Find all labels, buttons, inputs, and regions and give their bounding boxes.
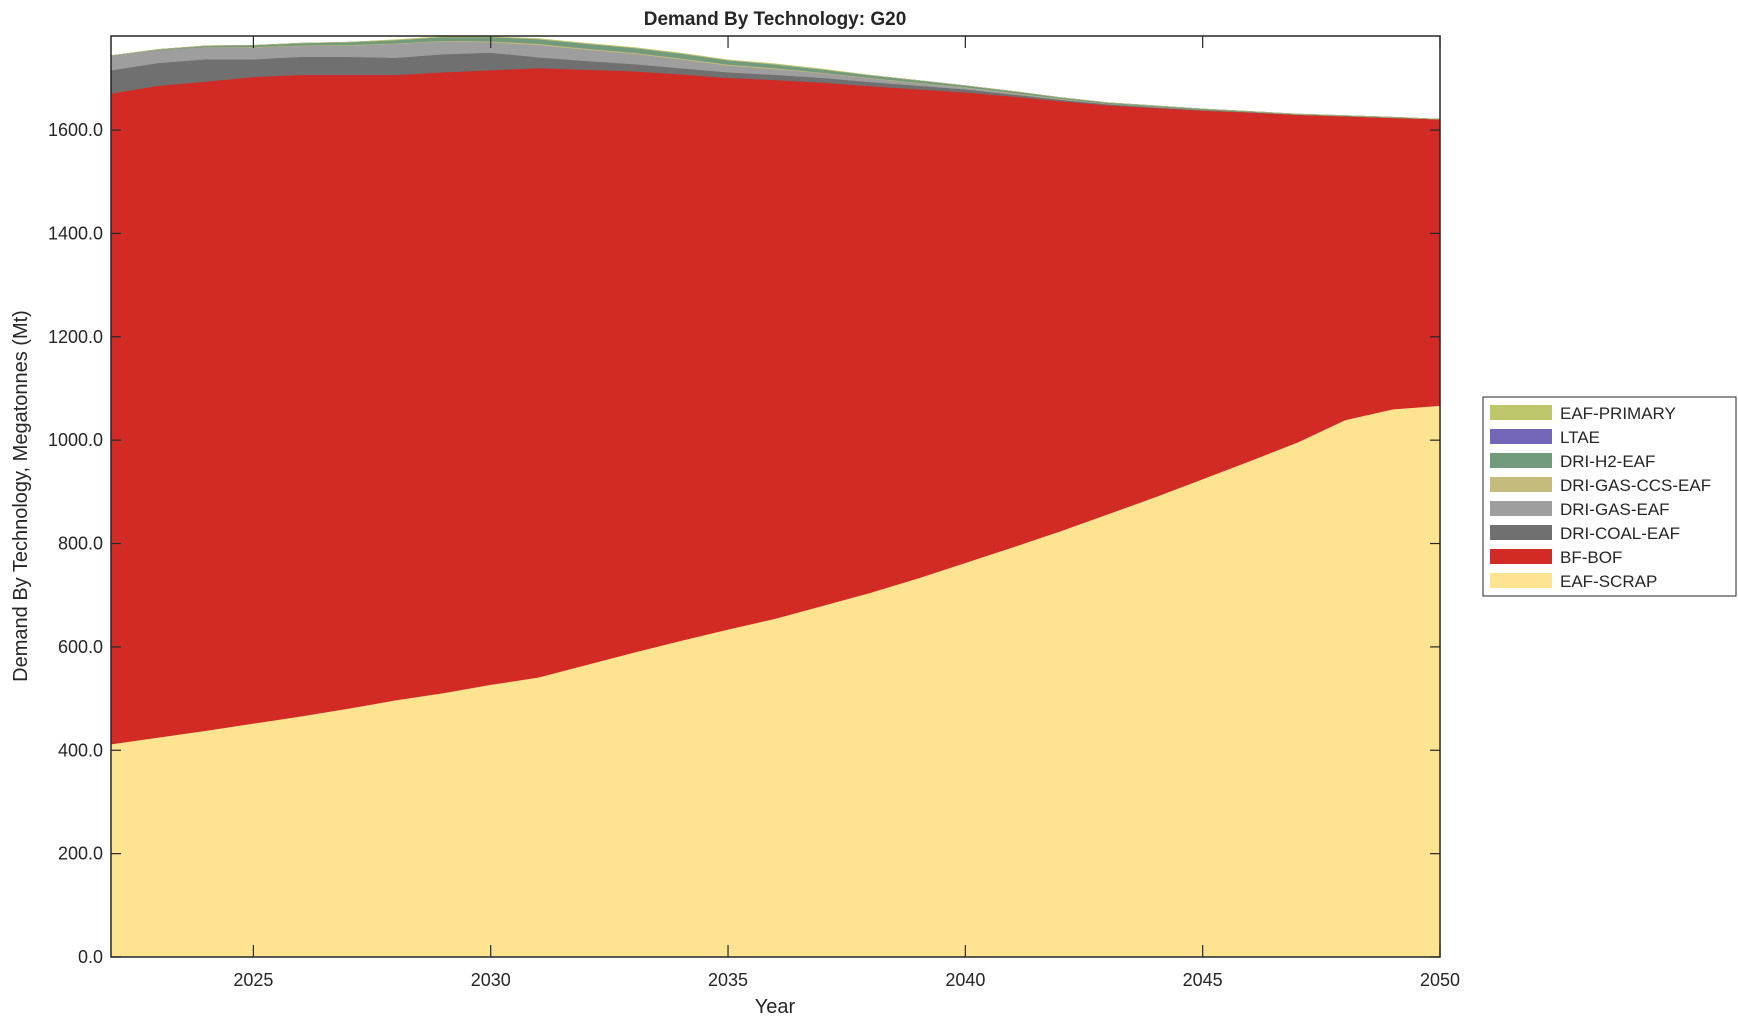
- axis-ticks: 0.0 200.0 400.0 600.0 800.0 1000.0 1200.0 1400.…: [48, 36, 1460, 990]
- legend-label: EAF-SCRAP: [1560, 572, 1657, 591]
- legend-swatch: [1490, 429, 1552, 444]
- x-tick-label: 2045: [1183, 970, 1223, 990]
- x-tick-label: 2030: [471, 970, 511, 990]
- x-tick-label: 2035: [708, 970, 748, 990]
- y-tick-label: 600.0: [58, 637, 103, 657]
- y-tick-label: 1600.0: [48, 120, 103, 140]
- legend-swatch: [1490, 405, 1552, 420]
- y-tick-label: 400.0: [58, 740, 103, 760]
- legend-label: DRI-COAL-EAF: [1560, 524, 1680, 543]
- legend-item: DRI-GAS-EAF: [1490, 500, 1670, 519]
- y-tick-label: 800.0: [58, 534, 103, 554]
- y-axis-label: Demand By Technology, Megatonnes (Mt): [10, 310, 32, 682]
- plot-frame: [110, 35, 1441, 958]
- y-tick-label: 1000.0: [48, 430, 103, 450]
- x-tick-label: 2025: [233, 970, 273, 990]
- legend-item: LTAE: [1490, 428, 1600, 447]
- area-layers: [110, 36, 1441, 958]
- legend-swatch: [1490, 477, 1552, 492]
- legend-item: BF-BOF: [1490, 548, 1622, 567]
- legend-swatch: [1490, 573, 1552, 588]
- legend-label: DRI-H2-EAF: [1560, 452, 1655, 471]
- legend-item: DRI-COAL-EAF: [1490, 524, 1680, 543]
- y-tick-label: 1400.0: [48, 223, 103, 243]
- legend-label: DRI-GAS-CCS-EAF: [1560, 476, 1711, 495]
- x-tick-label: 2040: [945, 970, 985, 990]
- legend-item: EAF-SCRAP: [1490, 572, 1657, 591]
- x-tick-label: 2050: [1420, 970, 1460, 990]
- legend-label: BF-BOF: [1560, 548, 1622, 567]
- legend-swatch: [1490, 525, 1552, 540]
- y-tick-label: 200.0: [58, 844, 103, 864]
- legend-swatch: [1490, 549, 1552, 564]
- x-axis-label: Year: [755, 996, 796, 1018]
- legend-swatch: [1490, 501, 1552, 516]
- y-tick-label: 1200.0: [48, 327, 103, 347]
- legend-item: DRI-H2-EAF: [1490, 452, 1655, 471]
- y-tick-label: 0.0: [78, 947, 103, 967]
- legend-swatch: [1490, 453, 1552, 468]
- legend-label: LTAE: [1560, 428, 1600, 447]
- legend-item: EAF-PRIMARY: [1490, 404, 1676, 423]
- legend-label: DRI-GAS-EAF: [1560, 500, 1670, 519]
- legend: EAF-PRIMARY LTAE DRI-H2-EAF DRI-GAS-CCS-EAF…: [1482, 396, 1737, 597]
- chart-title: Demand By Technology: G20: [644, 9, 907, 30]
- legend-item: DRI-GAS-CCS-EAF: [1490, 476, 1711, 495]
- legend-label: EAF-PRIMARY: [1560, 404, 1676, 423]
